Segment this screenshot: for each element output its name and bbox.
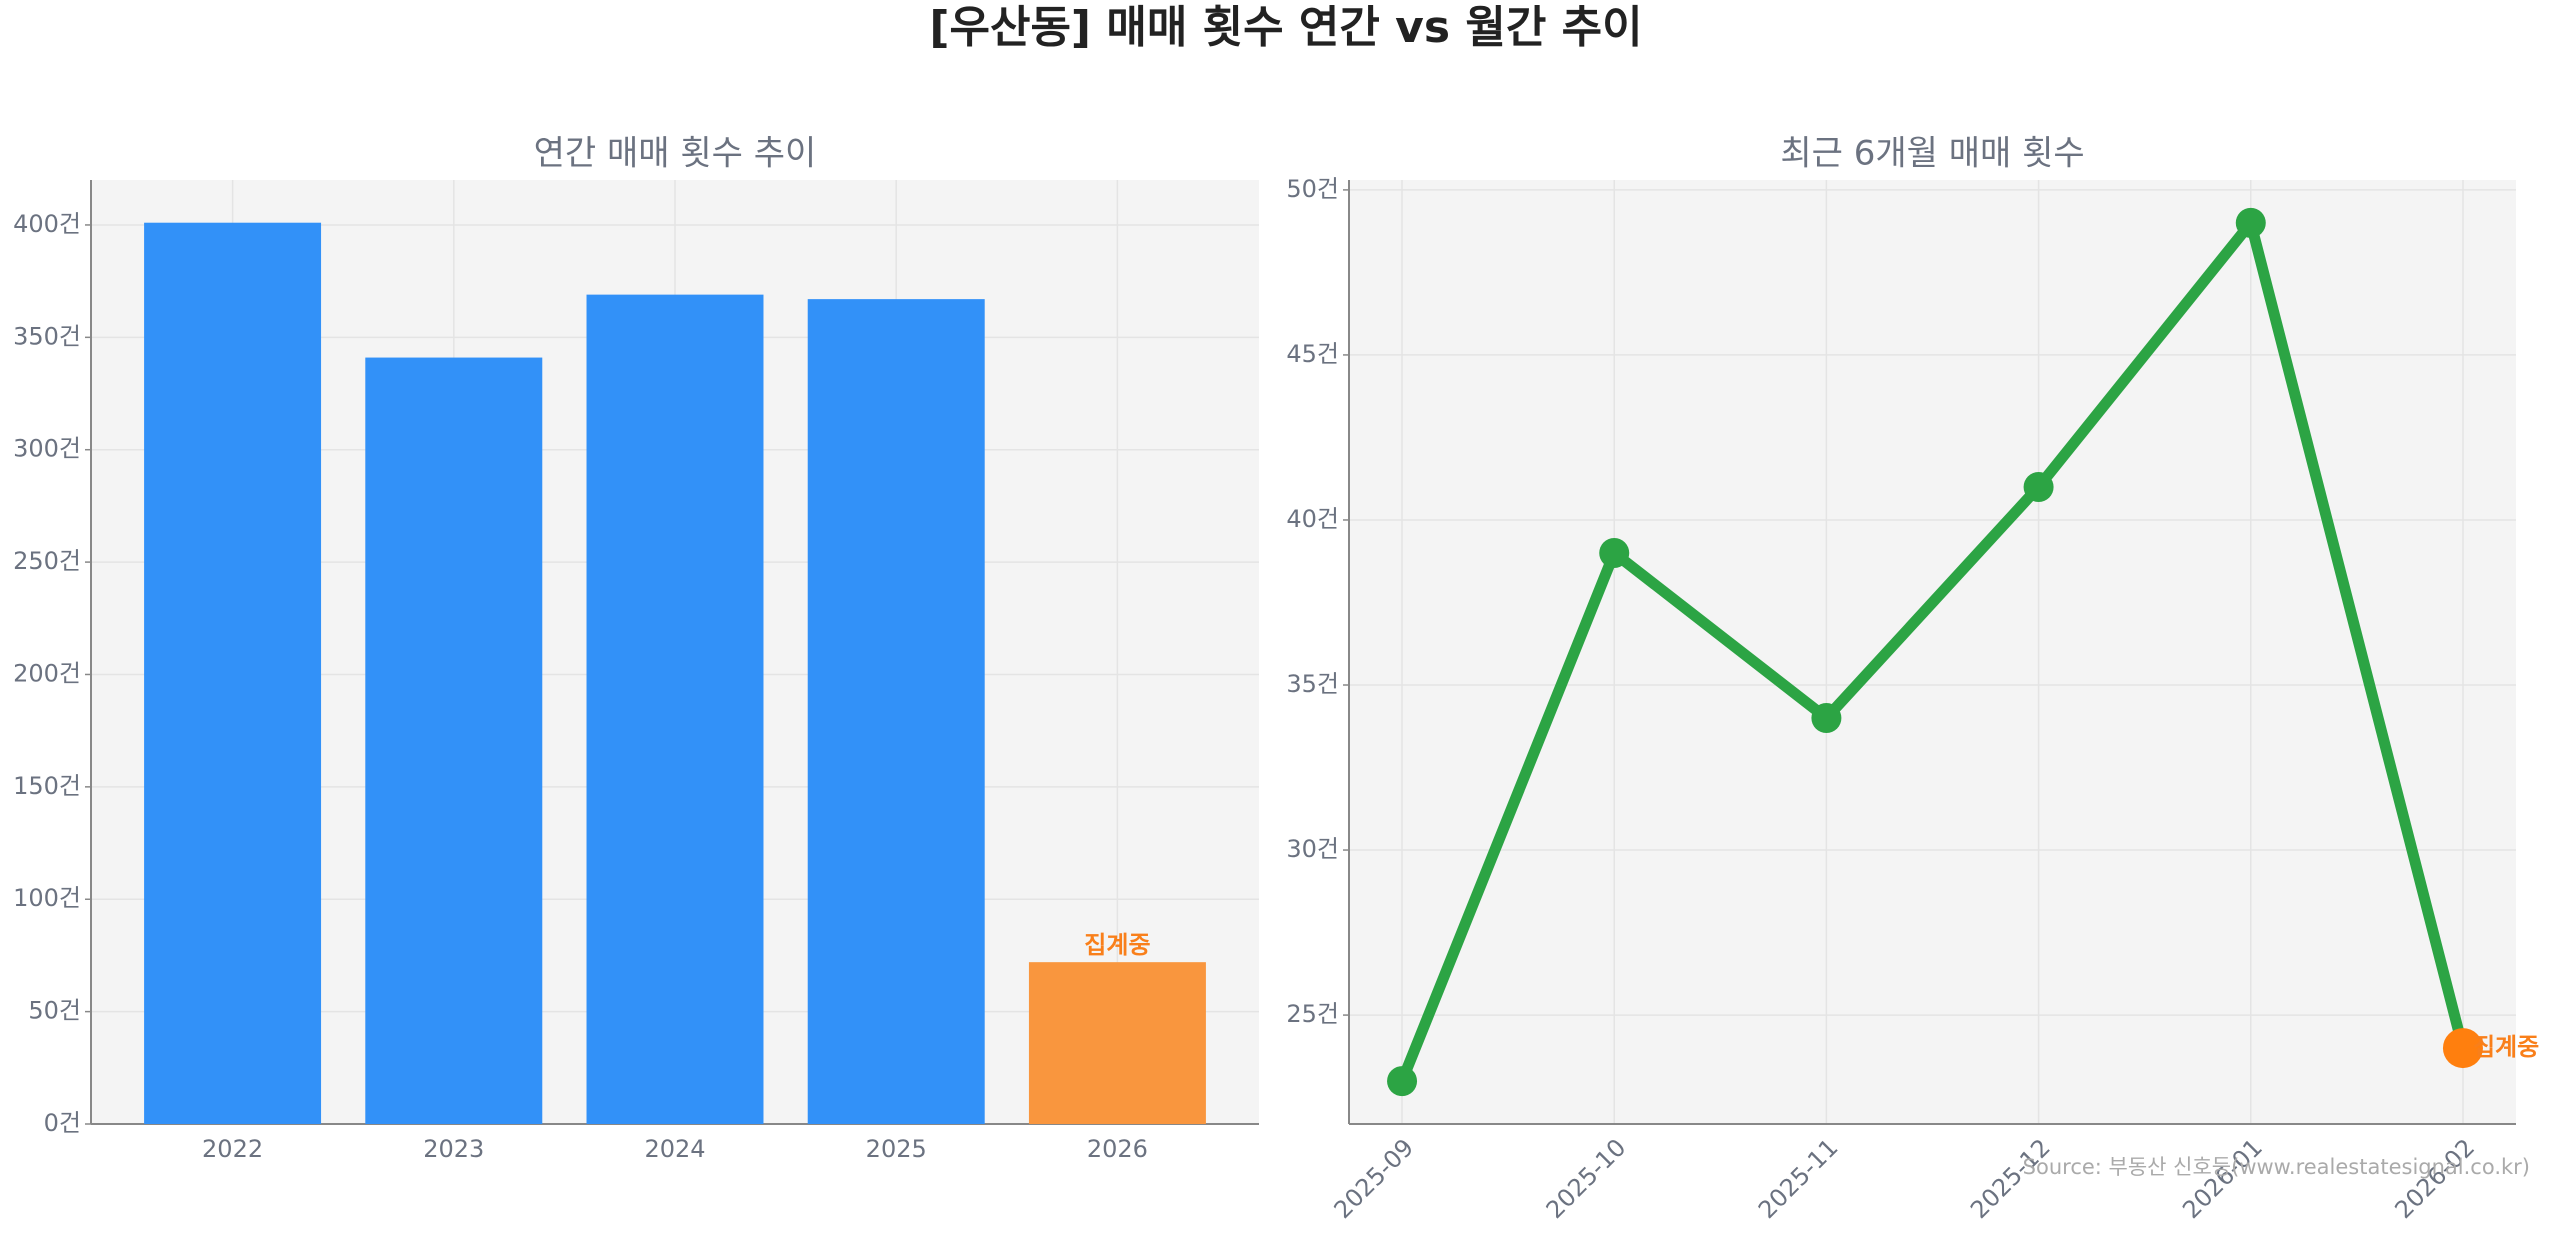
marker bbox=[1599, 537, 1630, 568]
y-tick-label: 0건 bbox=[44, 1109, 81, 1137]
marker bbox=[2023, 471, 2054, 502]
y-tick-label: 150건 bbox=[13, 772, 81, 800]
x-tick-label: 2026 bbox=[1087, 1135, 1148, 1163]
x-tick-label: 2024 bbox=[644, 1135, 705, 1163]
subplot-title: 최근 6개월 매매 횟수 bbox=[1780, 134, 2084, 174]
figure-title: [우산동] 매매 횟수 연간 vs 월간 추이 bbox=[929, 2, 1642, 53]
y-tick-label: 40건 bbox=[1286, 505, 1339, 533]
bar bbox=[1028, 962, 1206, 1124]
y-tick-label: 45건 bbox=[1286, 340, 1339, 368]
bar bbox=[586, 294, 764, 1125]
y-tick-label: 300건 bbox=[13, 435, 81, 463]
annotation: 집계중 bbox=[2473, 1033, 2539, 1061]
marker bbox=[1811, 703, 1842, 734]
y-tick-label: 35건 bbox=[1286, 670, 1339, 698]
x-tick-label: 2023 bbox=[423, 1135, 484, 1163]
marker bbox=[2442, 1028, 2483, 1069]
x-tick-label: 2025 bbox=[866, 1135, 927, 1163]
y-tick-label: 250건 bbox=[13, 547, 81, 575]
y-tick-label: 30건 bbox=[1286, 835, 1339, 863]
bar bbox=[807, 299, 985, 1125]
plot-background bbox=[1349, 180, 2516, 1124]
y-tick-label: 350건 bbox=[13, 322, 81, 350]
marker bbox=[2235, 207, 2266, 238]
bar bbox=[365, 357, 543, 1124]
x-tick-label: 2025-11 bbox=[1753, 1133, 1844, 1224]
y-tick-label: 400건 bbox=[13, 210, 81, 238]
x-tick-label: 2022 bbox=[202, 1135, 263, 1163]
x-tick-label: 2025-09 bbox=[1329, 1133, 1420, 1224]
y-tick-label: 200건 bbox=[13, 659, 81, 687]
subplot-title: 연간 매매 횟수 추이 bbox=[534, 134, 817, 174]
marker bbox=[1387, 1066, 1418, 1097]
annotation: 집계중 bbox=[1084, 931, 1150, 959]
source-note: Source: 부동산 신호등(www.realestatesignal.co.… bbox=[2023, 1155, 2530, 1179]
y-tick-label: 50건 bbox=[1286, 175, 1339, 203]
y-tick-label: 100건 bbox=[13, 884, 81, 912]
x-tick-label: 2025-10 bbox=[1541, 1133, 1632, 1224]
bar bbox=[144, 222, 322, 1124]
line bbox=[1396, 217, 2469, 1084]
y-tick-label: 25건 bbox=[1286, 1000, 1339, 1028]
y-tick-label: 50건 bbox=[28, 997, 81, 1025]
